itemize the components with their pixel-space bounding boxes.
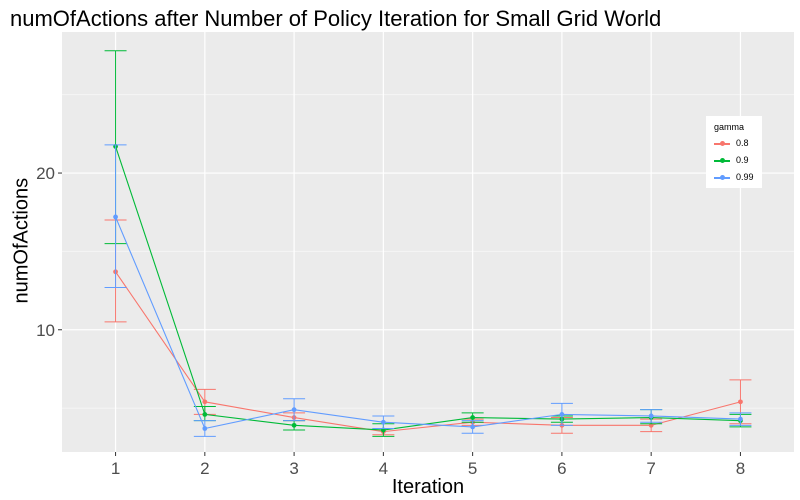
data-point [291, 422, 297, 428]
data-point [202, 411, 208, 417]
x-tick-label: 7 [646, 459, 655, 478]
series-line [115, 216, 741, 430]
y-tick-label: 10 [36, 321, 55, 340]
legend-label: 0.8 [736, 138, 749, 148]
data-point [380, 419, 386, 425]
axis-ticks: 10 20 1 2 3 4 5 6 7 8 [36, 164, 745, 478]
x-tick-label: 8 [736, 459, 745, 478]
legend-dot [720, 141, 725, 146]
data-point [202, 426, 208, 431]
x-tick-label: 1 [111, 459, 120, 478]
x-axis-label: Iteration [391, 476, 465, 498]
data-point [470, 424, 476, 430]
series-layer [104, 50, 752, 437]
data-point [113, 214, 118, 220]
data-point [648, 413, 654, 419]
legend-item-0.9: 0.9 [712, 153, 760, 169]
minor-grid [62, 94, 794, 409]
legend-label: 0.99 [736, 172, 754, 182]
x-tick-label: 5 [468, 459, 477, 478]
legend-dot [720, 175, 725, 180]
data-point [291, 407, 297, 413]
series-0.99 [104, 144, 752, 437]
chart-title: numOfActions after Number of Policy Iter… [10, 6, 662, 31]
data-point [738, 399, 743, 405]
legend-label: 0.9 [736, 155, 749, 165]
x-tick-label: 2 [200, 459, 209, 478]
data-point [202, 399, 208, 405]
x-tick-label: 4 [379, 459, 388, 478]
series-line [115, 146, 741, 431]
major-grid [62, 32, 794, 452]
legend-title: gamma [714, 122, 745, 132]
legend-item-0.8: 0.8 [712, 136, 760, 152]
data-point [559, 411, 565, 417]
y-axis-label: numOfActions [10, 177, 33, 304]
legend-dot [720, 158, 725, 163]
legend: gamma 0.8 0.9 0.99 [706, 116, 762, 188]
x-tick-label: 6 [557, 459, 566, 478]
data-point [470, 415, 476, 420]
data-point [738, 416, 743, 422]
series-line [115, 271, 741, 433]
legend-item-0.99: 0.99 [712, 170, 760, 186]
plot-panel [62, 32, 794, 452]
y-tick-label: 20 [36, 164, 55, 183]
x-tick-label: 3 [289, 459, 298, 478]
